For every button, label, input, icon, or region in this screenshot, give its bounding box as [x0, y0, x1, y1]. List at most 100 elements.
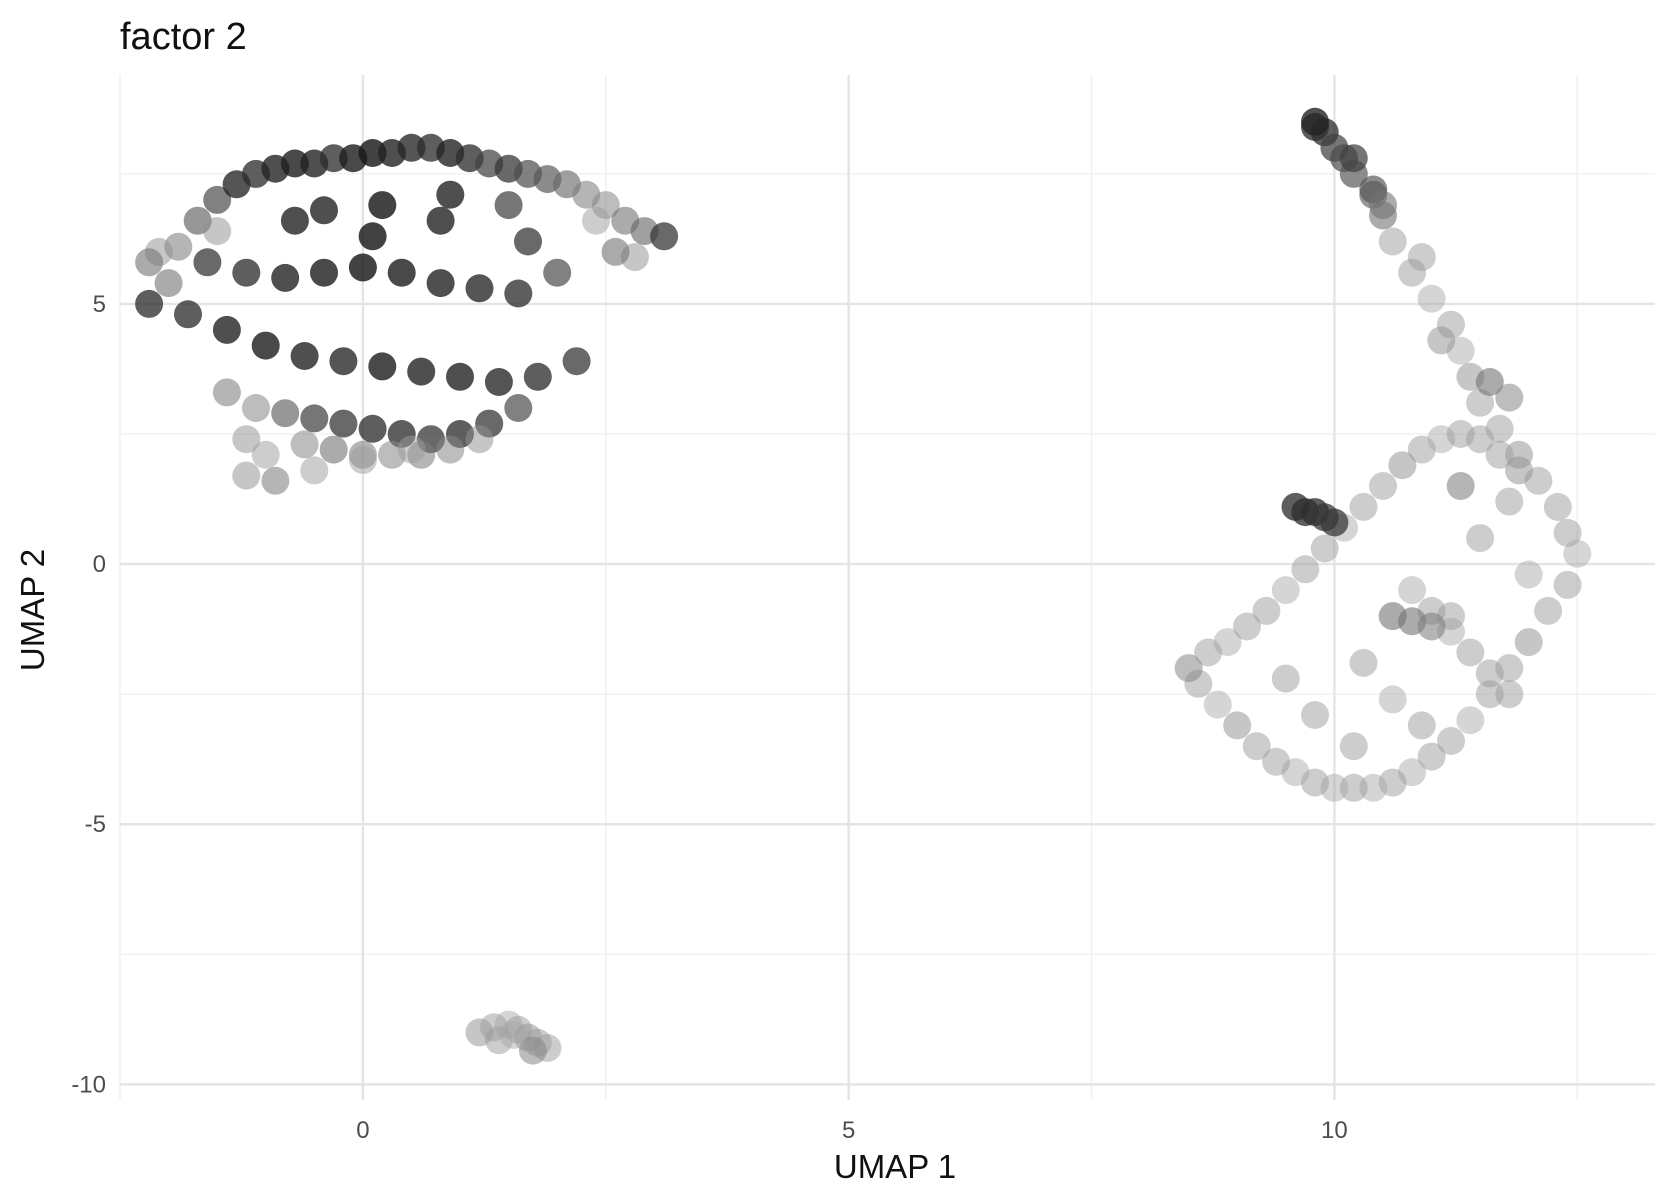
- data-point: [212, 378, 241, 407]
- data-point: [499, 1021, 528, 1049]
- data-point: [1320, 508, 1349, 537]
- chart-title: factor 2: [120, 16, 247, 58]
- data-point: [504, 394, 533, 422]
- data-point: [271, 263, 300, 292]
- data-point: [1407, 243, 1436, 272]
- data-point: [397, 435, 426, 464]
- data-point: [1252, 596, 1281, 625]
- y-axis-label: UMAP 2: [14, 549, 51, 671]
- data-point: [358, 139, 387, 167]
- data-point: [1437, 727, 1465, 755]
- y-axis-ticks: 5 0 -5 -10: [71, 291, 106, 1098]
- data-point: [1301, 768, 1329, 797]
- data-point: [1475, 680, 1504, 709]
- data-point: [1213, 628, 1242, 657]
- data-point: [465, 274, 494, 303]
- data-point: [174, 300, 202, 329]
- x-tick-label: 10: [1321, 1117, 1348, 1144]
- data-point: [358, 222, 387, 251]
- data-point: [300, 404, 329, 433]
- data-point: [1466, 388, 1495, 417]
- data-point: [319, 144, 348, 173]
- data-point: [135, 248, 164, 277]
- data-point: [242, 394, 270, 422]
- data-point: [518, 1036, 547, 1065]
- data-point: [446, 362, 474, 391]
- x-axis-ticks: 0 5 10: [356, 1117, 1348, 1144]
- data-point: [484, 1026, 513, 1055]
- data-point: [494, 191, 523, 220]
- y-tick-label: -10: [71, 1071, 106, 1098]
- data-point: [1553, 570, 1582, 599]
- data-point: [251, 440, 280, 469]
- data-point: [1301, 701, 1329, 729]
- data-point: [1388, 451, 1417, 480]
- data-point: [1514, 560, 1543, 589]
- data-point: [1378, 227, 1407, 256]
- data-point: [1417, 612, 1446, 641]
- data-point: [1242, 732, 1271, 761]
- data-point: [310, 196, 338, 225]
- data-point: [514, 227, 542, 256]
- data-point: [1466, 524, 1495, 553]
- data-point: [436, 435, 465, 464]
- data-point: [543, 258, 572, 287]
- data-point: [1466, 425, 1495, 454]
- data-point: [1194, 638, 1223, 667]
- data-point: [368, 191, 397, 220]
- y-tick-label: -5: [85, 811, 106, 838]
- data-point: [562, 347, 591, 376]
- data-point: [1407, 435, 1436, 464]
- data-point: [1407, 711, 1436, 740]
- data-point: [1262, 747, 1291, 776]
- data-point: [1339, 144, 1368, 173]
- data-point: [1203, 690, 1232, 719]
- data-point: [1339, 732, 1368, 761]
- data-point: [368, 352, 397, 381]
- data-point: [290, 342, 319, 370]
- data-point: [1485, 440, 1514, 469]
- data-point: [1310, 534, 1339, 563]
- data-point: [280, 149, 309, 178]
- data-point: [1495, 680, 1524, 709]
- x-tick-label: 5: [842, 1117, 855, 1144]
- data-point: [1291, 555, 1320, 584]
- data-point: [212, 315, 241, 344]
- data-point: [300, 456, 329, 485]
- data-point: [232, 258, 261, 287]
- data-point: [465, 425, 494, 454]
- data-point: [280, 206, 309, 235]
- data-point: [1446, 472, 1475, 500]
- data-point: [203, 185, 232, 214]
- data-point: [426, 269, 455, 298]
- data-point: [193, 248, 222, 277]
- y-tick-label: 5: [93, 291, 106, 318]
- data-point: [135, 289, 164, 318]
- data-point: [1349, 648, 1378, 677]
- data-point: [154, 269, 183, 298]
- data-point: [232, 425, 261, 454]
- data-point: [1475, 368, 1504, 396]
- data-point: [601, 237, 630, 266]
- data-point: [1339, 773, 1368, 802]
- data-point: [407, 357, 436, 386]
- data-point: [1417, 742, 1446, 771]
- data-point: [436, 180, 465, 209]
- data-point: [650, 222, 679, 251]
- data-point: [1398, 576, 1427, 605]
- data-point: [1369, 472, 1397, 500]
- data-point: [1543, 492, 1572, 521]
- data-point: [1233, 612, 1261, 641]
- data-point: [1223, 711, 1252, 740]
- data-point: [1369, 191, 1397, 220]
- data-point: [1378, 685, 1407, 714]
- data-point: [1495, 383, 1524, 412]
- data-point: [1475, 659, 1504, 688]
- y-tick-label: 0: [93, 551, 106, 578]
- data-point: [1505, 456, 1533, 485]
- data-point: [329, 409, 358, 438]
- data-point: [1271, 576, 1300, 605]
- data-point: [348, 446, 377, 474]
- data-point: [504, 279, 533, 308]
